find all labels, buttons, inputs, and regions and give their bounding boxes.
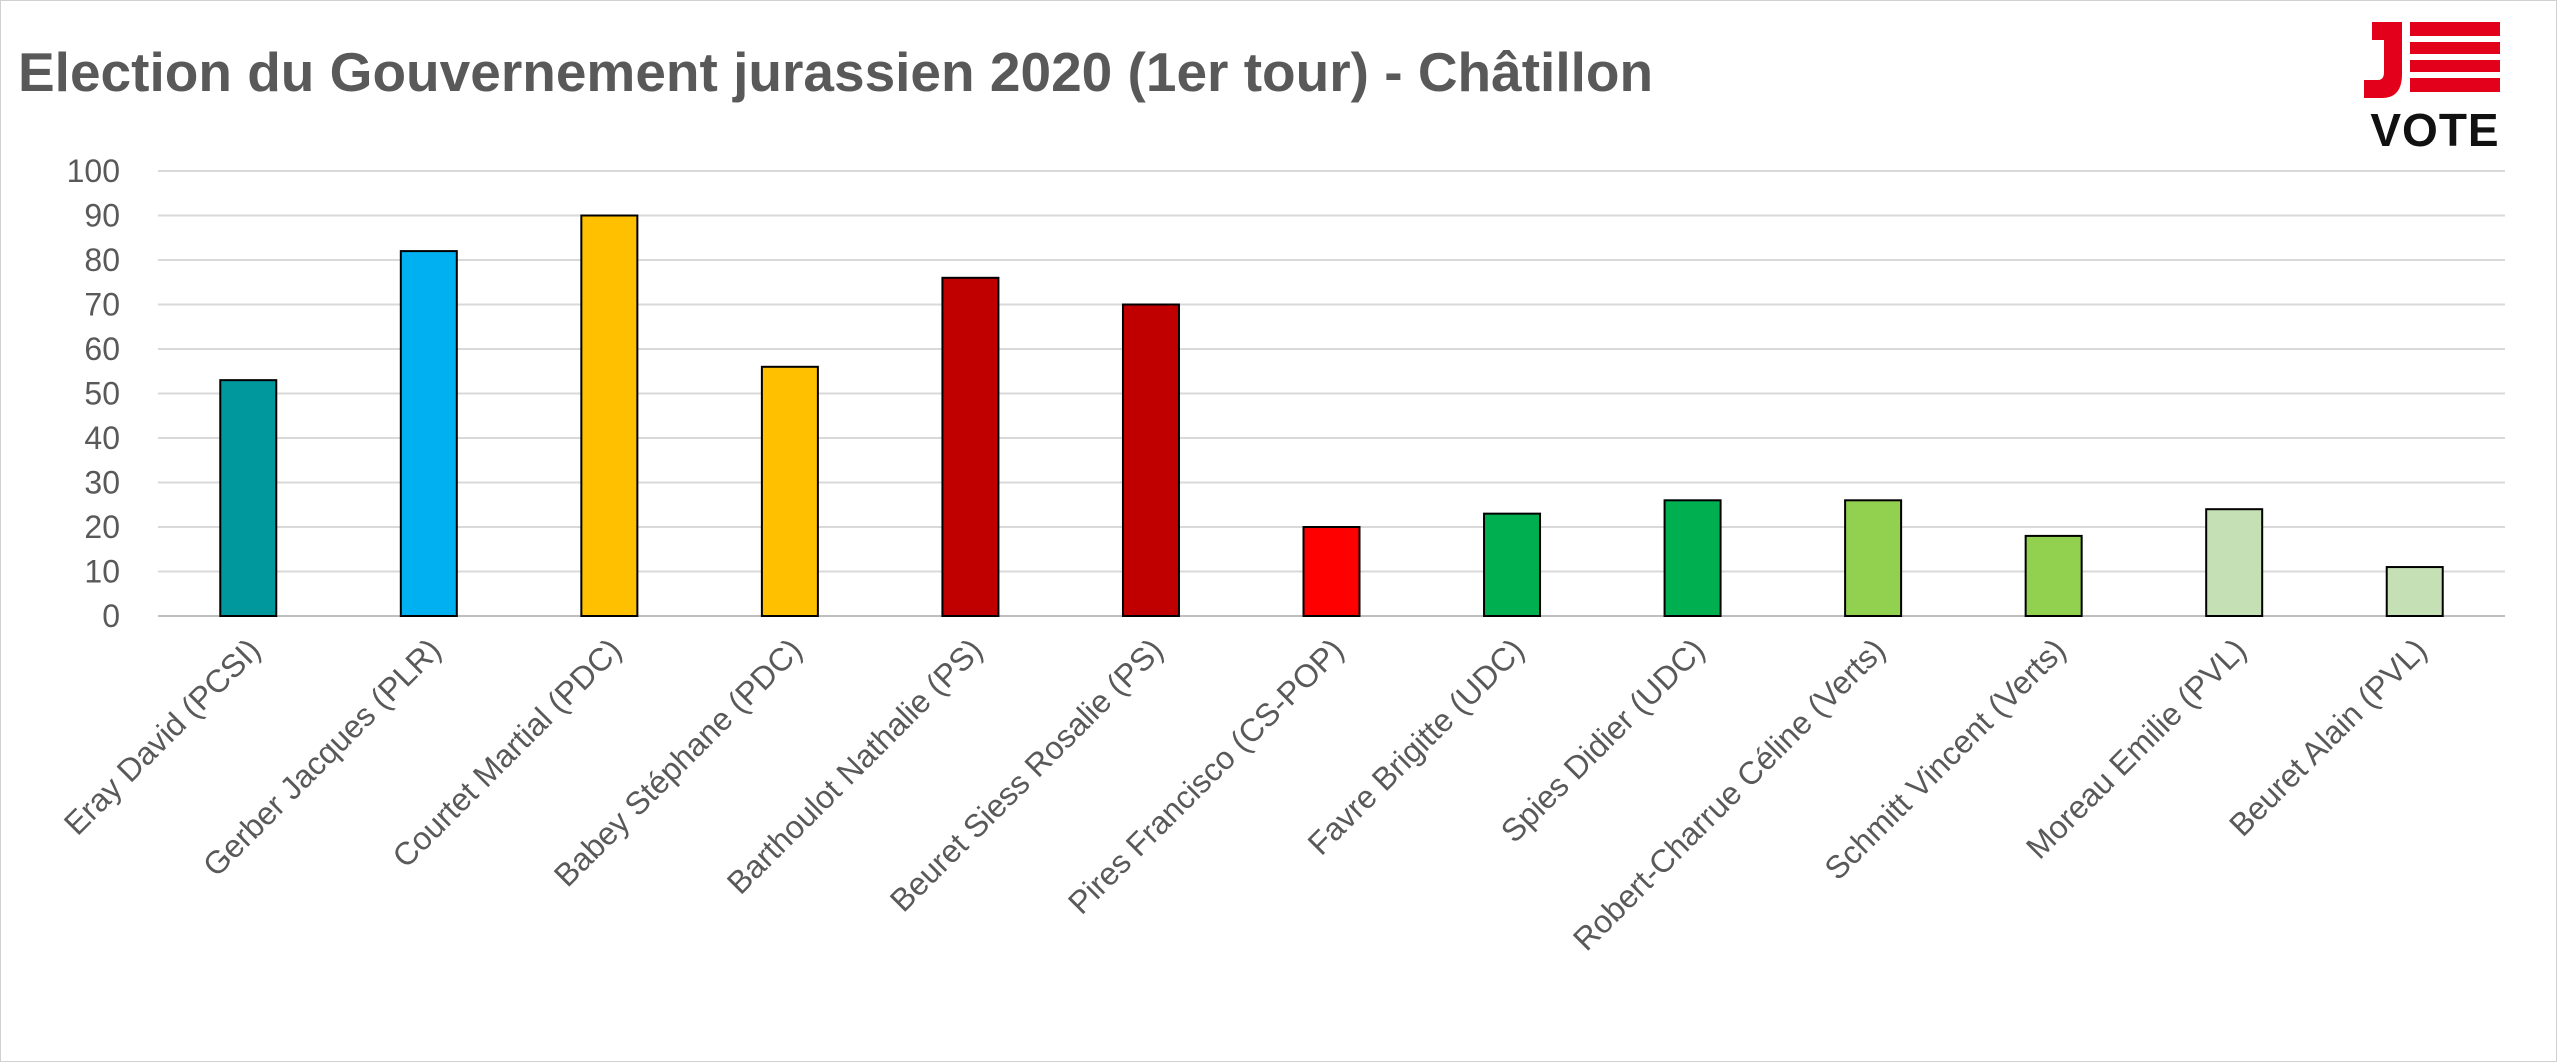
bar: [1844, 499, 1903, 617]
bar: [2385, 566, 2444, 617]
bar: [580, 214, 639, 617]
je-logo-mark: [2364, 22, 2500, 98]
y-tick-label: 90: [84, 198, 120, 234]
y-tick-label: 70: [84, 287, 120, 323]
x-tick-label: Beuret Alain (PVL): [2222, 631, 2434, 843]
logo-vote-text: VOTE: [2370, 104, 2500, 156]
chart-title: Election du Gouvernement jurassien 2020 …: [18, 41, 1654, 103]
bar: [760, 365, 819, 617]
y-tick-label: 100: [67, 153, 120, 189]
bar: [2205, 508, 2264, 618]
y-tick-label: 40: [84, 420, 120, 456]
bar: [1483, 512, 1542, 618]
bar: [219, 379, 278, 617]
bar: [1302, 526, 1361, 617]
bar: [941, 276, 1000, 617]
bar: [399, 250, 458, 617]
x-tick-label: Eray David (PCSI): [57, 631, 267, 841]
y-tick-label: 10: [84, 554, 120, 590]
je-vote-logo: VOTE: [2360, 18, 2510, 156]
y-tick-label: 80: [84, 242, 120, 278]
x-tick-label: Robert-Charrue Céline (Verts): [1566, 631, 1892, 957]
y-tick-label: 60: [84, 331, 120, 367]
bar: [1121, 303, 1180, 617]
x-tick-label: Spies Didier (UDC): [1494, 631, 1712, 849]
bar: [2024, 534, 2083, 618]
y-tick-label: 0: [102, 598, 120, 634]
y-tick-label: 30: [84, 465, 120, 501]
y-tick-label: 50: [84, 376, 120, 412]
bar: [1663, 499, 1722, 617]
y-tick-label: 20: [84, 509, 120, 545]
